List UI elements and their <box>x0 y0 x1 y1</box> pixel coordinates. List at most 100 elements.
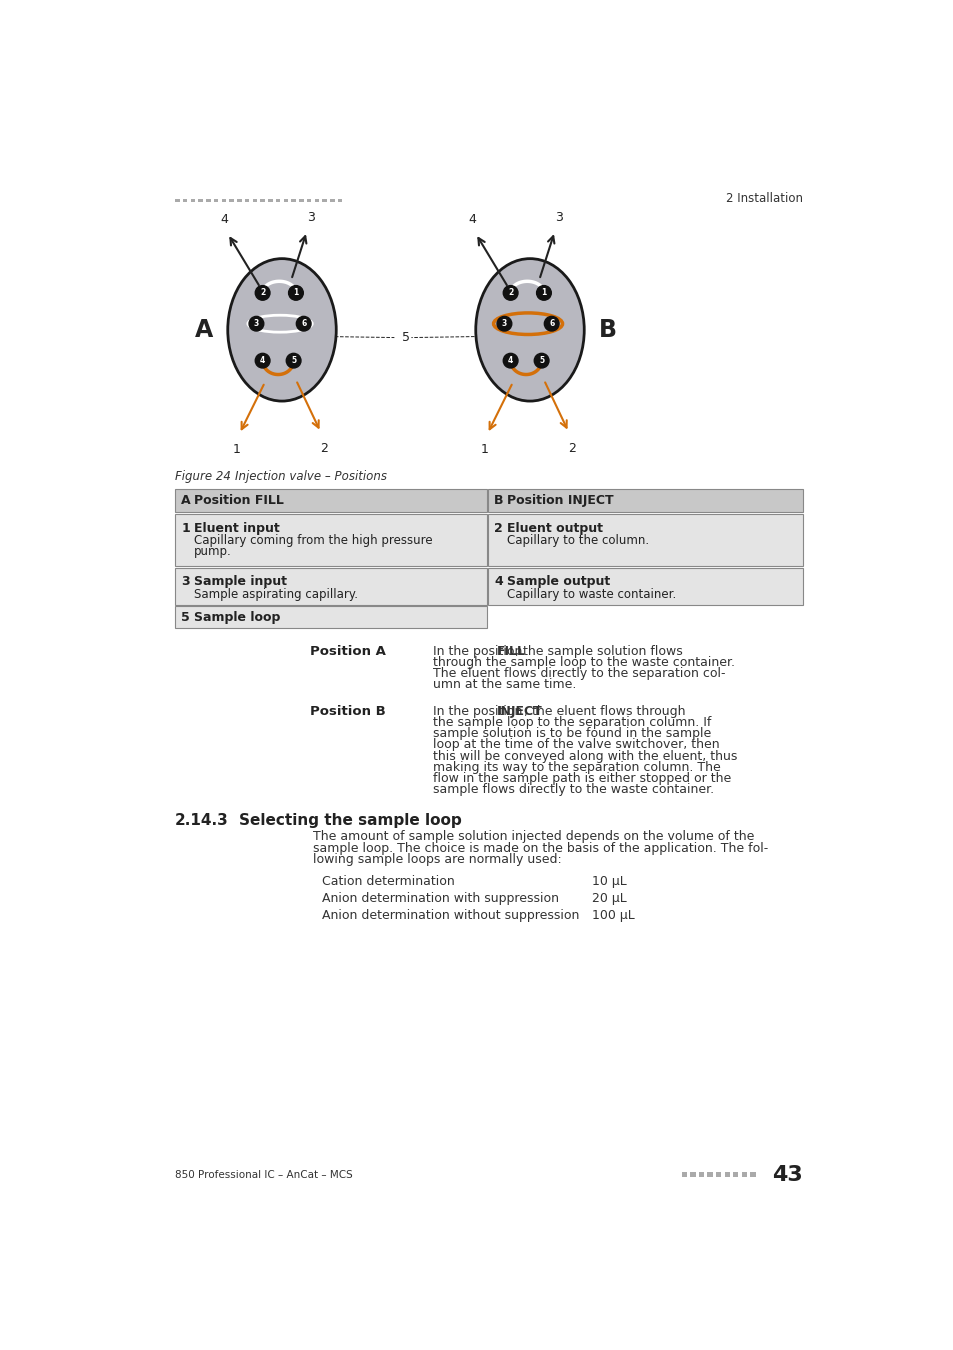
Text: 100 μL: 100 μL <box>592 909 634 922</box>
Text: INJECT: INJECT <box>497 705 542 718</box>
Text: B: B <box>494 494 503 508</box>
Bar <box>260 198 265 202</box>
Ellipse shape <box>228 259 335 401</box>
Text: Eluent input: Eluent input <box>193 521 279 535</box>
Bar <box>488 568 802 605</box>
Bar <box>723 1172 729 1177</box>
Text: loop at the time of the valve switchover, then: loop at the time of the valve switchover… <box>433 738 719 752</box>
Text: 2: 2 <box>507 289 513 297</box>
Circle shape <box>249 316 264 331</box>
Circle shape <box>286 354 301 369</box>
Text: B: B <box>598 317 616 342</box>
Text: A: A <box>195 317 213 342</box>
Text: Anion determination with suppression: Anion determination with suppression <box>322 891 558 904</box>
Bar <box>732 1172 738 1177</box>
Text: 2.14.3: 2.14.3 <box>174 814 229 829</box>
Bar <box>183 198 187 202</box>
Text: flow in the sample path is either stopped or the: flow in the sample path is either stoppe… <box>433 772 731 784</box>
Text: making its way to the separation column. The: making its way to the separation column.… <box>433 760 720 774</box>
Text: 2: 2 <box>494 521 502 535</box>
Text: Injection valve – Positions: Injection valve – Positions <box>220 470 387 483</box>
Text: Capillary to waste container.: Capillary to waste container. <box>506 587 676 601</box>
Text: Sample input: Sample input <box>193 575 286 589</box>
Ellipse shape <box>476 259 583 401</box>
Bar <box>236 198 241 202</box>
Text: 6: 6 <box>549 319 554 328</box>
Text: 1: 1 <box>479 443 488 456</box>
Circle shape <box>503 286 517 300</box>
Text: 43: 43 <box>771 1165 802 1184</box>
Bar <box>337 198 342 202</box>
Text: 5: 5 <box>291 356 295 365</box>
Bar <box>322 198 327 202</box>
Bar <box>221 198 226 202</box>
Text: sample loop. The choice is made on the basis of the application. The fol-: sample loop. The choice is made on the b… <box>313 841 767 855</box>
Bar <box>681 1172 686 1177</box>
Text: 2: 2 <box>567 441 576 455</box>
Text: 1: 1 <box>540 289 546 297</box>
Text: through the sample loop to the waste container.: through the sample loop to the waste con… <box>433 656 735 670</box>
Text: lowing sample loops are normally used:: lowing sample loops are normally used: <box>313 853 561 865</box>
Bar <box>206 198 211 202</box>
Text: Sample aspirating capillary.: Sample aspirating capillary. <box>193 587 357 601</box>
Text: In the position: In the position <box>433 645 526 657</box>
Text: sample solution is to be found in the sample: sample solution is to be found in the sa… <box>433 728 711 740</box>
Text: 2: 2 <box>260 289 265 297</box>
Bar <box>690 1172 695 1177</box>
Text: 1: 1 <box>181 521 190 535</box>
Text: Capillary to the column.: Capillary to the column. <box>506 533 648 547</box>
Text: Capillary coming from the high pressure: Capillary coming from the high pressure <box>193 533 432 547</box>
Text: pump.: pump. <box>193 544 232 558</box>
Text: Cation determination: Cation determination <box>322 875 455 888</box>
Text: The eluent flows directly to the separation col-: The eluent flows directly to the separat… <box>433 667 725 680</box>
Bar <box>314 198 319 202</box>
Text: A: A <box>181 494 191 508</box>
Bar <box>707 1172 712 1177</box>
Text: In the position: In the position <box>433 705 526 718</box>
Text: 3: 3 <box>253 319 259 328</box>
Circle shape <box>255 354 270 369</box>
Bar <box>245 198 249 202</box>
Text: Sample loop: Sample loop <box>193 610 280 624</box>
Bar <box>174 198 179 202</box>
Text: 3: 3 <box>554 211 562 224</box>
Bar <box>749 1172 755 1177</box>
Text: 5: 5 <box>402 331 410 344</box>
Text: 1: 1 <box>233 443 240 456</box>
Text: 4: 4 <box>507 356 513 365</box>
Text: this will be conveyed along with the eluent, thus: this will be conveyed along with the elu… <box>433 749 737 763</box>
Text: , the eluent flows through: , the eluent flows through <box>523 705 685 718</box>
Circle shape <box>255 286 270 300</box>
Bar <box>716 1172 720 1177</box>
Bar <box>298 198 303 202</box>
Text: 4: 4 <box>494 575 502 589</box>
Circle shape <box>296 316 311 331</box>
Circle shape <box>534 354 548 369</box>
Text: 20 μL: 20 μL <box>592 891 626 904</box>
Bar <box>174 606 486 628</box>
Text: 4: 4 <box>468 213 476 225</box>
Text: Selecting the sample loop: Selecting the sample loop <box>239 814 461 829</box>
Bar <box>283 198 288 202</box>
Text: the sample loop to the separation column. If: the sample loop to the separation column… <box>433 716 711 729</box>
Bar <box>740 1172 746 1177</box>
Text: Figure 24: Figure 24 <box>174 470 231 483</box>
Text: 2 Installation: 2 Installation <box>725 192 802 205</box>
Text: 4: 4 <box>260 356 265 365</box>
Text: 1: 1 <box>293 289 298 297</box>
Bar <box>174 489 486 513</box>
Text: sample flows directly to the waste container.: sample flows directly to the waste conta… <box>433 783 714 796</box>
Circle shape <box>289 286 303 300</box>
Text: Position INJECT: Position INJECT <box>506 494 613 508</box>
Bar <box>229 198 233 202</box>
Text: 5: 5 <box>181 610 190 624</box>
Text: , the sample solution flows: , the sample solution flows <box>515 645 682 657</box>
Text: 3: 3 <box>181 575 190 589</box>
Circle shape <box>536 286 551 300</box>
Text: 4: 4 <box>220 213 229 225</box>
Bar <box>213 198 218 202</box>
Bar <box>191 198 195 202</box>
Text: Eluent output: Eluent output <box>506 521 602 535</box>
Text: 3: 3 <box>501 319 506 328</box>
Bar <box>488 489 802 513</box>
